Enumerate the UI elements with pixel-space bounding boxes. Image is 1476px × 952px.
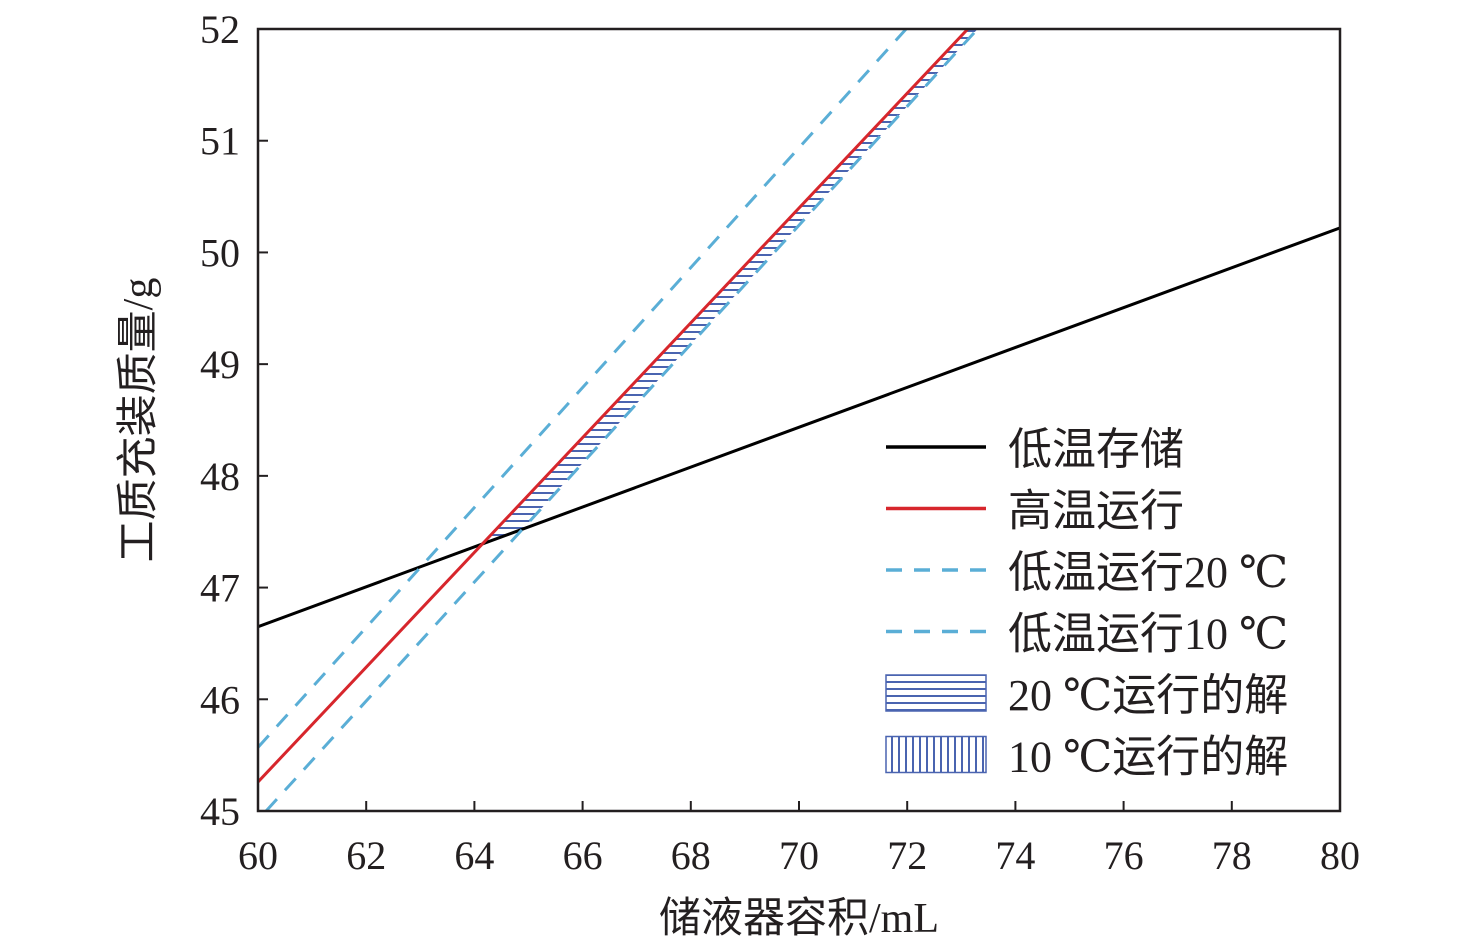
y-tick-label: 51	[200, 119, 240, 164]
x-tick-label: 72	[887, 833, 927, 878]
legend-label: 20 ℃运行的解	[1008, 671, 1288, 720]
x-tick-label: 62	[346, 833, 386, 878]
legend-label: 低温运行10 ℃	[1008, 610, 1288, 659]
y-tick-label: 48	[200, 454, 240, 499]
y-tick-label: 52	[200, 7, 240, 52]
region-20c-solution	[482, 29, 978, 544]
series-line-3	[265, 29, 979, 811]
series-line-1	[258, 29, 969, 783]
series-line-0	[258, 226, 1340, 629]
x-tick-label: 76	[1104, 833, 1144, 878]
x-tick-label: 70	[779, 833, 819, 878]
legend-label: 高温运行	[1008, 487, 1184, 536]
legend-label: 低温存储	[1008, 425, 1184, 474]
x-tick-label: 64	[454, 833, 494, 878]
series-line-2	[258, 29, 908, 749]
x-tick-label: 80	[1320, 833, 1360, 878]
y-tick-label: 50	[200, 230, 240, 275]
x-axis-label: 储液器容积/mL	[659, 895, 939, 942]
x-tick-label: 66	[563, 833, 603, 878]
x-tick-label: 78	[1212, 833, 1252, 878]
legend-hatch-swatch	[885, 674, 987, 712]
x-tick-label: 60	[238, 833, 278, 878]
y-tick-label: 46	[200, 677, 240, 722]
y-tick-label: 45	[200, 789, 240, 834]
legend-label: 10 ℃运行的解	[1008, 733, 1288, 782]
y-tick-label: 49	[200, 342, 240, 387]
x-tick-label: 68	[671, 833, 711, 878]
legend-hatch-swatch	[885, 735, 987, 774]
legend-label: 低温运行20 ℃	[1008, 548, 1288, 597]
y-axis-label: 工质充装质量/g	[116, 278, 162, 563]
y-tick-label: 47	[200, 566, 240, 611]
x-tick-label: 74	[995, 833, 1035, 878]
